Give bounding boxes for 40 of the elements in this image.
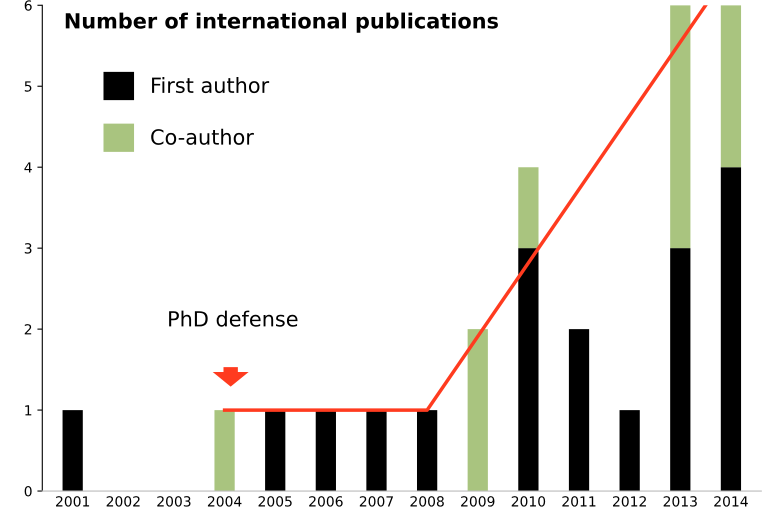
y-tick-label: 2 bbox=[24, 324, 32, 334]
x-tick-label: 2013 bbox=[664, 496, 697, 507]
bar bbox=[265, 410, 286, 492]
x-tick-label: 2014 bbox=[714, 496, 748, 507]
x-tick-label: 2003 bbox=[157, 496, 191, 507]
y-tick-label: 3 bbox=[24, 243, 32, 254]
bar bbox=[670, 248, 690, 492]
x-tick-label: 2001 bbox=[56, 496, 90, 507]
x-tick-label: 2012 bbox=[613, 496, 646, 507]
bar bbox=[468, 329, 488, 492]
x-tick-label: 2007 bbox=[360, 496, 393, 507]
bar bbox=[720, 5, 742, 168]
bar bbox=[62, 410, 83, 492]
x-tick-label: 2009 bbox=[461, 496, 494, 507]
bar bbox=[214, 410, 235, 492]
bar bbox=[316, 410, 336, 492]
y-tick-label: 4 bbox=[24, 162, 32, 172]
bar bbox=[568, 329, 590, 492]
legend-label: First author bbox=[152, 76, 270, 94]
y-tick-label: 0 bbox=[24, 486, 32, 497]
x-tick-label: 2004 bbox=[208, 496, 242, 507]
bar bbox=[518, 248, 539, 492]
bar bbox=[720, 167, 742, 492]
legend-label: Co-author bbox=[151, 128, 254, 145]
x-tick-label: 2011 bbox=[562, 496, 596, 507]
bar bbox=[518, 167, 539, 248]
bar bbox=[416, 410, 438, 492]
chart-title: Number of international publications bbox=[66, 12, 498, 33]
bar bbox=[366, 410, 387, 492]
y-tick-label: 5 bbox=[24, 81, 32, 92]
y-tick-label: 1 bbox=[25, 405, 32, 416]
y-tick-label: 6 bbox=[24, 0, 32, 11]
annotation: PhD defense bbox=[169, 310, 298, 327]
x-tick-label: 2010 bbox=[512, 496, 546, 507]
x-tick-label: 2006 bbox=[309, 496, 343, 507]
bar bbox=[670, 5, 690, 248]
x-tick-label: 2008 bbox=[410, 496, 444, 507]
x-tick-label: 2002 bbox=[106, 496, 140, 507]
bar bbox=[620, 410, 640, 492]
x-tick-label: 2005 bbox=[258, 496, 292, 507]
